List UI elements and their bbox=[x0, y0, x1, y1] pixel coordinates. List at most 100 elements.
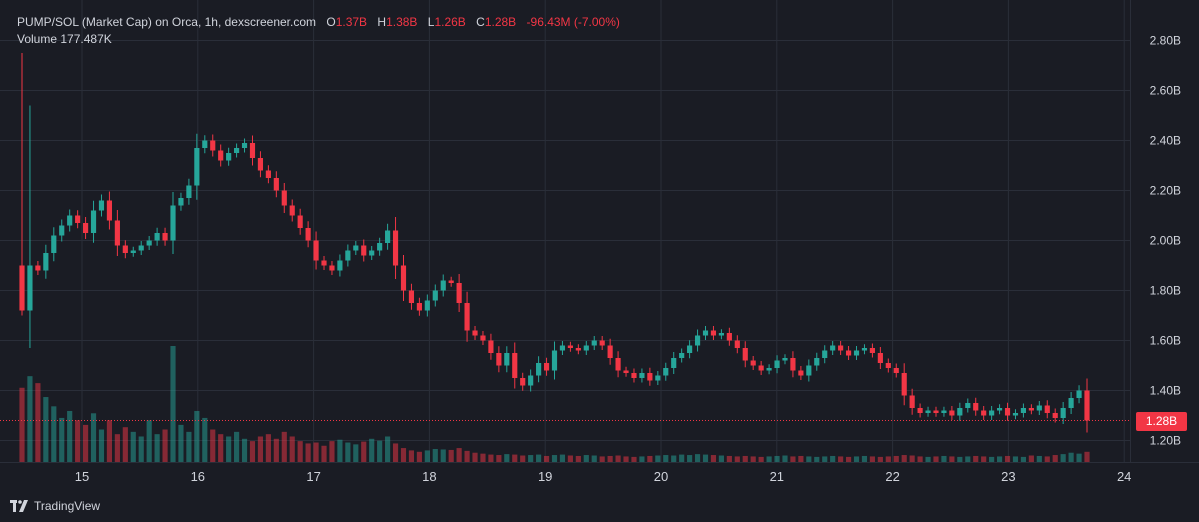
volume-bar bbox=[329, 441, 335, 462]
candle-body bbox=[957, 408, 963, 416]
candle-body bbox=[599, 340, 605, 346]
candle-body bbox=[766, 368, 772, 371]
volume-bar bbox=[996, 456, 1003, 462]
volume-bar bbox=[226, 436, 232, 462]
candle-body bbox=[965, 403, 971, 408]
volume-bar bbox=[43, 397, 49, 462]
candle-body bbox=[814, 358, 820, 366]
candle-body bbox=[313, 240, 319, 261]
volume-bar bbox=[1036, 455, 1042, 462]
volume-bar bbox=[146, 420, 152, 462]
candle-body bbox=[35, 265, 41, 271]
candle-body bbox=[289, 205, 295, 216]
candle-body bbox=[567, 345, 573, 348]
x-tick-label: 20 bbox=[654, 469, 668, 484]
candle-body bbox=[234, 148, 240, 153]
volume-bar bbox=[480, 453, 486, 462]
volume-bar bbox=[496, 455, 502, 462]
volume-bar bbox=[830, 455, 836, 462]
tradingview-footer[interactable]: TradingView bbox=[10, 499, 100, 513]
candle-body bbox=[750, 360, 756, 366]
candle-body bbox=[154, 233, 160, 241]
volume-bar bbox=[408, 450, 415, 462]
volume-bar bbox=[464, 450, 470, 462]
volume-bar bbox=[798, 455, 804, 462]
candle-body bbox=[909, 395, 915, 408]
candle-body bbox=[1028, 408, 1034, 411]
candle-body bbox=[679, 353, 685, 358]
candle-body bbox=[734, 340, 740, 348]
candle-body bbox=[623, 370, 629, 373]
volume-bar bbox=[305, 443, 311, 462]
y-axis: 2.80B 2.60B 2.40B 2.20B 2.00B 1.80B 1.60B 1.40B… bbox=[1150, 34, 1181, 448]
volume-bar bbox=[1028, 455, 1034, 462]
volume-bar bbox=[694, 454, 701, 462]
volume-bar bbox=[210, 429, 216, 462]
volume-bar bbox=[528, 455, 534, 462]
volume-bar bbox=[448, 449, 454, 462]
volume-bar bbox=[710, 455, 717, 462]
volume-bar bbox=[758, 456, 764, 462]
candle-body bbox=[575, 348, 581, 351]
volume-bar bbox=[599, 456, 605, 462]
volume-bar bbox=[369, 438, 375, 462]
candle-body bbox=[464, 303, 470, 331]
volume-bar bbox=[663, 455, 669, 462]
volume-bar bbox=[647, 455, 653, 462]
candle-body bbox=[329, 265, 335, 271]
candle-body bbox=[663, 368, 669, 376]
candle-body bbox=[790, 358, 796, 371]
candle-body bbox=[774, 360, 780, 368]
volume-bar bbox=[981, 456, 987, 462]
volume-bar bbox=[337, 439, 343, 462]
volume-bar bbox=[178, 424, 184, 462]
volume-bar bbox=[59, 417, 65, 462]
high-label: H bbox=[377, 15, 387, 29]
candle-body bbox=[361, 245, 367, 256]
symbol-title: PUMP/SOL (Market Cap) on Orca, 1h, dexsc… bbox=[17, 15, 316, 29]
candle-body bbox=[933, 410, 939, 413]
volume-bar bbox=[536, 454, 542, 462]
candle-body bbox=[496, 353, 502, 366]
candle-body bbox=[1068, 398, 1074, 408]
candle-body bbox=[551, 350, 558, 371]
volume-bar bbox=[194, 410, 200, 462]
tradingview-brand: TradingView bbox=[34, 499, 101, 513]
volume-bar bbox=[639, 456, 645, 462]
candle-body bbox=[861, 348, 868, 351]
open-value: 1.37B bbox=[335, 15, 368, 29]
candle-body bbox=[655, 375, 661, 381]
volume-bar bbox=[877, 456, 883, 462]
volume-bar bbox=[1068, 452, 1074, 462]
candle-body bbox=[845, 350, 852, 356]
volume-bar bbox=[90, 413, 97, 462]
x-tick-label: 24 bbox=[1117, 469, 1131, 484]
candle-body bbox=[98, 200, 105, 211]
volume-bar bbox=[989, 456, 995, 462]
volume-bar bbox=[1012, 456, 1019, 462]
volume-bar bbox=[909, 455, 915, 462]
volume-bar bbox=[941, 455, 947, 462]
volume-bar bbox=[655, 455, 661, 462]
candle-body bbox=[321, 260, 327, 266]
volume-bar bbox=[385, 436, 391, 462]
candle-body bbox=[43, 253, 49, 271]
candle-body bbox=[1084, 390, 1090, 421]
candle-body bbox=[392, 230, 399, 266]
candle-body bbox=[702, 330, 709, 336]
volume-bar bbox=[925, 456, 931, 462]
volume-bar bbox=[790, 456, 796, 462]
y-tick-label: 2.80B bbox=[1150, 34, 1181, 48]
volume-bar bbox=[957, 456, 963, 462]
candle-body bbox=[694, 335, 701, 346]
volume-bar bbox=[615, 455, 621, 462]
volume-bar bbox=[917, 456, 923, 462]
candle-body bbox=[996, 408, 1003, 411]
volume-bar bbox=[234, 431, 240, 462]
volume-bar bbox=[19, 387, 25, 462]
candle-body bbox=[472, 330, 478, 336]
close-label: C bbox=[476, 15, 485, 29]
candle-body bbox=[1020, 408, 1027, 413]
y-tick-label: 2.20B bbox=[1150, 184, 1181, 198]
